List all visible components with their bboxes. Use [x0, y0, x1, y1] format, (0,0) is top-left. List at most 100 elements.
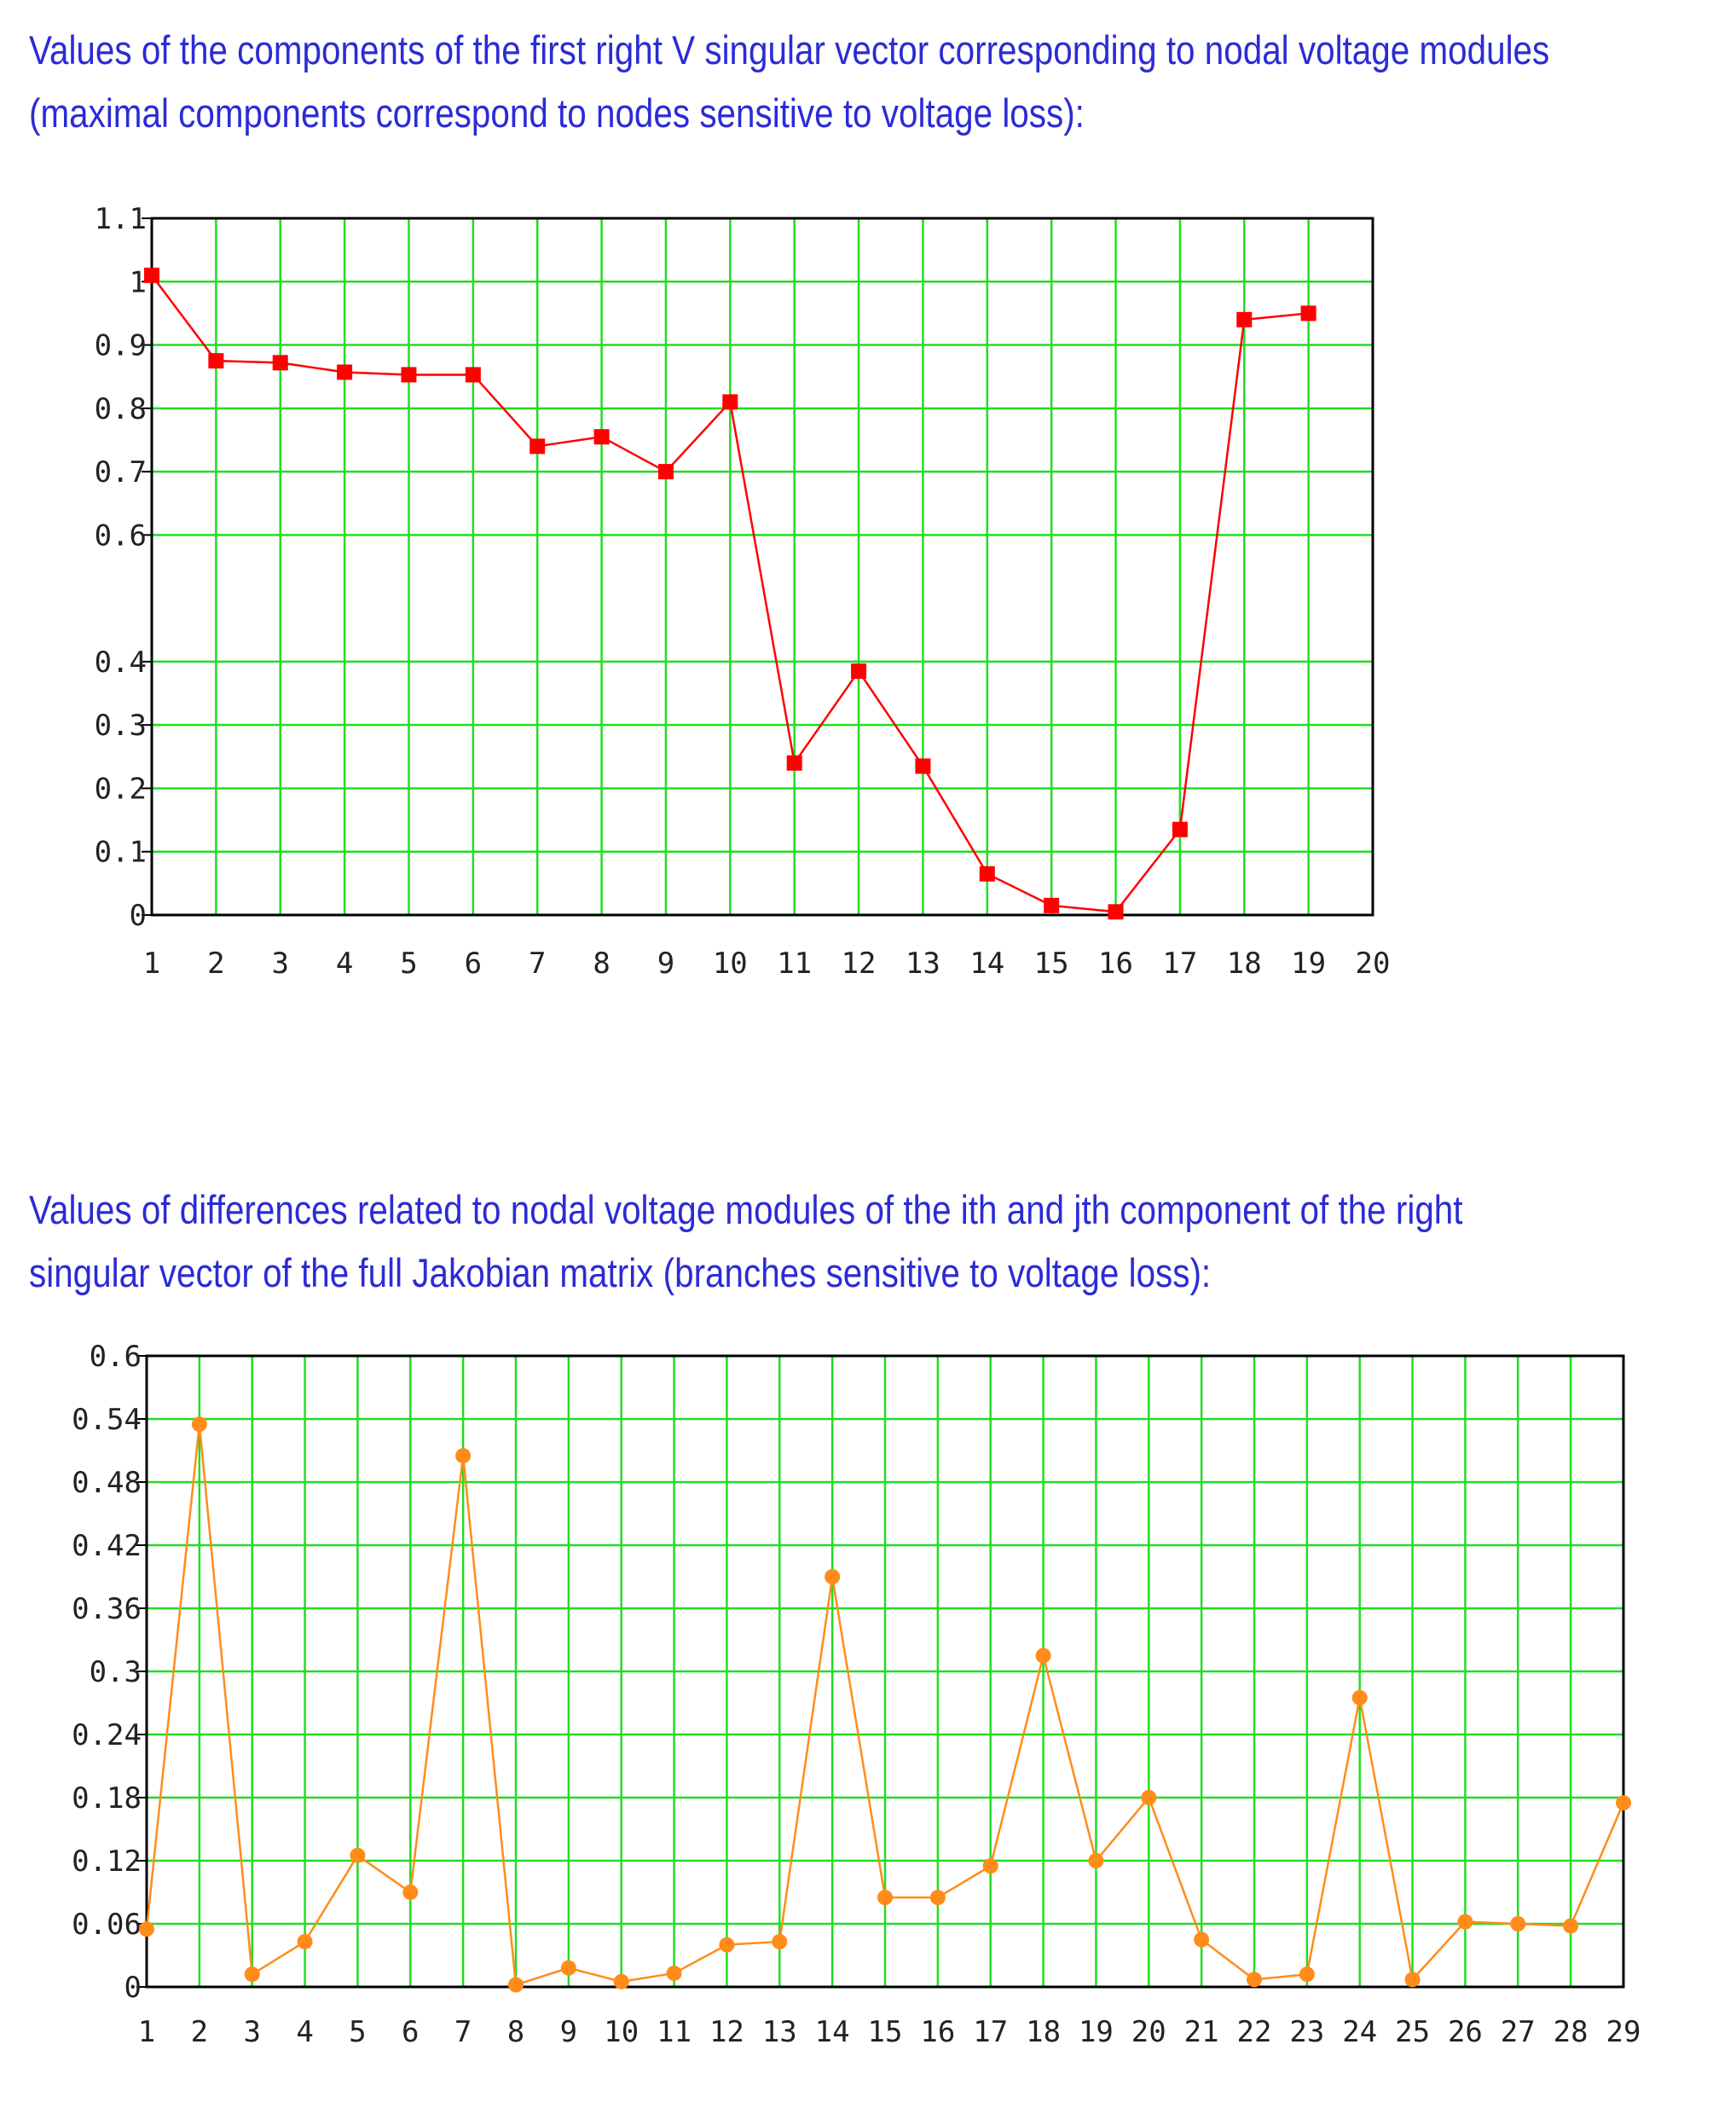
- bottom-chart-x-tick-label: 28: [1554, 2015, 1588, 2049]
- bottom-chart-x-tick-label: 13: [762, 2015, 797, 2049]
- top-chart-x-tick-label: 14: [969, 947, 1004, 981]
- top-chart-x-tick-label: 12: [842, 947, 877, 981]
- top-chart-caption: Values of the components of the first ri…: [29, 19, 1549, 145]
- bottom-chart-y-tick-label: 0: [124, 1971, 142, 2005]
- bottom-chart-x-tick-label: 1: [138, 2015, 155, 2049]
- top-chart-y-tick-label: 1.1: [95, 202, 147, 236]
- bottom-chart-x-tick-label: 19: [1079, 2015, 1114, 2049]
- bottom-chart-caption: Values of differences related to nodal v…: [29, 1179, 1463, 1305]
- top-chart-x-tick-label: 11: [777, 947, 812, 981]
- bottom-chart-x-tick-label: 20: [1131, 2015, 1166, 2049]
- top-chart-x-tick-label: 10: [713, 947, 748, 981]
- bottom-chart-x-tick-label: 10: [604, 2015, 639, 2049]
- bottom-chart-x-tick-label: 22: [1237, 2015, 1272, 2049]
- bottom-chart-x-tick-label: 18: [1026, 2015, 1061, 2049]
- bottom-chart-y-tick-label: 0.54: [72, 1403, 142, 1437]
- bottom-chart-data-point: [929, 1890, 946, 1906]
- bottom-chart-data-point: [244, 1966, 260, 1983]
- bottom-chart-x-tick-label: 15: [868, 2015, 903, 2049]
- top-chart-x-tick-label: 9: [657, 947, 674, 981]
- bottom-chart-x-tick-label: 12: [709, 2015, 744, 2049]
- bottom-chart-data-point: [1510, 1916, 1526, 1931]
- top-chart-x-tick-label: 1: [143, 947, 160, 981]
- bottom-chart-data-point: [455, 1448, 472, 1464]
- bottom-chart-y-tick-label: 0.24: [72, 1718, 142, 1752]
- bottom-chart-data-point: [1088, 1853, 1104, 1868]
- bottom-chart-x-tick-label: 7: [454, 2015, 472, 2049]
- bottom-chart-x-tick-label: 8: [507, 2015, 524, 2049]
- top-chart-data-point: [144, 267, 159, 283]
- bottom-chart-x-tick-label: 25: [1395, 2015, 1430, 2049]
- bottom-chart-data-point: [1035, 1648, 1051, 1664]
- bottom-chart-y-tick-label: 0.12: [72, 1844, 142, 1879]
- top-chart-x-tick-label: 5: [400, 947, 417, 981]
- top-chart-data-point: [1172, 821, 1188, 837]
- bottom-caption-line-1: Values of differences related to nodal v…: [29, 1187, 1463, 1232]
- top-chart-data-point: [529, 438, 546, 455]
- bottom-chart-x-tick-label: 6: [402, 2015, 419, 2049]
- bottom-chart-data-point: [982, 1858, 998, 1874]
- bottom-chart-data-point: [719, 1937, 735, 1953]
- top-chart-x-tick-label: 2: [207, 947, 224, 981]
- top-chart-x-tick-label: 3: [271, 947, 288, 981]
- top-chart-x-tick-label: 7: [529, 947, 546, 981]
- bottom-chart-data-point: [139, 1921, 154, 1937]
- top-chart-data-point: [272, 355, 288, 371]
- bottom-chart-x-tick-label: 5: [349, 2015, 366, 2049]
- top-chart-data-point: [401, 367, 417, 383]
- top-chart-x-tick-label: 20: [1356, 947, 1391, 981]
- top-chart-y-tick-label: 0.9: [95, 329, 147, 363]
- bottom-chart-x-tick-label: 26: [1448, 2015, 1483, 2049]
- top-chart-data-point: [1044, 897, 1060, 913]
- bottom-chart-x-tick-label: 16: [920, 2015, 955, 2049]
- top-chart-y-tick-label: 0.1: [95, 836, 147, 870]
- bottom-chart-data-point: [1616, 1795, 1631, 1811]
- bottom-caption-line-2: singular vector of the full Jakobian mat…: [29, 1250, 1212, 1295]
- bottom-chart-x-tick-label: 21: [1184, 2015, 1219, 2049]
- bottom-chart-data-point: [1404, 1972, 1421, 1988]
- top-chart-data-point: [915, 758, 931, 774]
- bottom-chart-data-point: [560, 1960, 576, 1976]
- top-chart-data-point: [722, 394, 738, 410]
- bottom-chart-x-tick-label: 14: [815, 2015, 850, 2049]
- top-chart-x-tick-label: 8: [593, 947, 610, 981]
- bottom-chart-x-tick-label: 17: [973, 2015, 1008, 2049]
- top-chart-y-tick-label: 0.6: [95, 518, 147, 553]
- bottom-chart-data-point: [877, 1890, 893, 1906]
- top-chart-x-tick-label: 19: [1291, 947, 1326, 981]
- bottom-chart-data-point: [1351, 1689, 1368, 1706]
- bottom-chart-y-tick-label: 0.3: [90, 1655, 142, 1689]
- bottom-chart-data-point: [666, 1965, 682, 1981]
- top-chart-data-point: [208, 353, 224, 369]
- top-chart-x-tick-label: 13: [906, 947, 940, 981]
- top-caption-line-1: Values of the components of the first ri…: [29, 27, 1550, 72]
- bottom-chart-y-tick-label: 0.6: [90, 1340, 142, 1374]
- top-chart-y-tick-label: 0.4: [95, 646, 147, 680]
- bottom-chart-x-tick-label: 4: [296, 2015, 313, 2049]
- bottom-chart-data-point: [825, 1569, 841, 1584]
- bottom-chart-data-point: [191, 1416, 207, 1433]
- top-chart-y-tick-label: 0.3: [95, 709, 147, 743]
- top-chart-x-tick-label: 16: [1098, 947, 1133, 981]
- top-chart-data-point: [1108, 904, 1124, 920]
- bottom-chart-x-tick-label: 24: [1342, 2015, 1377, 2049]
- top-chart-data-point: [593, 429, 610, 445]
- bottom-chart-x-tick-label: 9: [560, 2015, 577, 2049]
- top-chart-data-point: [1300, 305, 1316, 321]
- bottom-chart-data-point: [1141, 1790, 1157, 1805]
- bottom-chart-data-point: [1247, 1972, 1262, 1988]
- bottom-chart-x-tick-label: 2: [191, 2015, 208, 2049]
- top-chart-data-point: [337, 364, 353, 380]
- bottom-chart-data-point: [508, 1977, 524, 1993]
- bottom-chart-y-tick-label: 0.42: [72, 1529, 142, 1563]
- node-sensitivity-chart: 00.10.20.30.40.60.70.80.911.11 2 3 4 5 6 7 8 9 10…: [95, 202, 1391, 981]
- bottom-chart-data-point: [350, 1847, 366, 1863]
- bottom-chart-x-tick-label: 29: [1606, 2015, 1641, 2049]
- bottom-chart-x-tick-label: 27: [1501, 2015, 1536, 2049]
- bottom-chart-data-point: [1194, 1931, 1210, 1948]
- bottom-chart-y-tick-label: 0.06: [72, 1908, 142, 1942]
- top-chart-data-point: [1236, 311, 1253, 327]
- top-chart-data-point: [851, 663, 867, 680]
- top-chart-x-tick-label: 6: [465, 947, 482, 981]
